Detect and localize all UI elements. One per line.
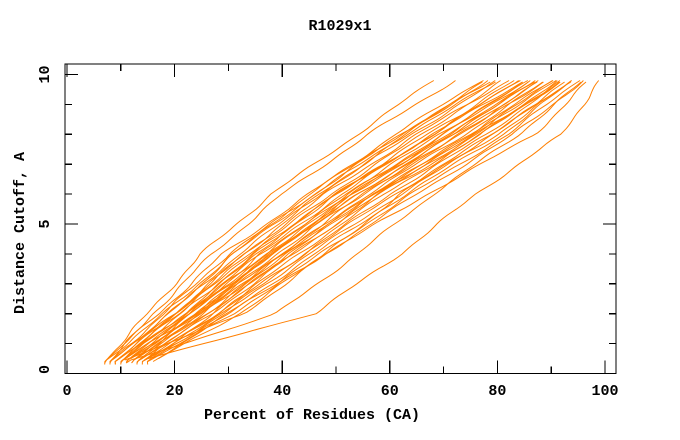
x-tick-label: 0 — [62, 383, 71, 400]
gdt-curve — [109, 80, 456, 362]
y-tick-label: 0 — [37, 365, 54, 374]
gdt-curve — [141, 80, 572, 365]
x-tick-label: 100 — [591, 383, 618, 400]
tick-labels: 0 20 40 60 80 100 0 5 10 — [37, 65, 619, 400]
curve-bundle — [104, 80, 600, 365]
gdt-curve — [139, 81, 565, 361]
gdt-curve — [147, 80, 600, 360]
gdt-curve — [116, 81, 491, 361]
x-tick-label: 60 — [381, 383, 399, 400]
gdt-curve — [144, 81, 587, 361]
gdt-curve — [104, 81, 496, 364]
gdt-curve — [133, 81, 543, 361]
gdt-curve — [131, 81, 561, 364]
gdt-curve — [120, 81, 560, 364]
x-tick-label: 80 — [488, 383, 506, 400]
gdt-curve — [138, 81, 529, 361]
gdt-curve — [125, 81, 582, 364]
y-axis-label: Distance Cutoff, A — [12, 152, 29, 314]
gdt-curve — [134, 80, 529, 359]
x-tick-label: 40 — [273, 383, 291, 400]
gdt-curve — [152, 80, 572, 362]
gdt-curve — [120, 80, 510, 365]
y-tick-label: 5 — [37, 219, 54, 228]
gdt-curve — [125, 80, 519, 362]
x-axis-label: Percent of Residues (CA) — [204, 407, 420, 424]
gdt-curve — [152, 80, 561, 360]
gdt-curve — [158, 80, 584, 360]
gdt-curve — [130, 80, 554, 360]
x-tick-label: 20 — [166, 383, 184, 400]
gdt-curve — [115, 80, 521, 362]
chart-title: R1029x1 — [308, 18, 371, 35]
gdt-curve — [104, 80, 435, 365]
plot-frame — [64, 63, 617, 375]
gdt-curve — [107, 80, 484, 359]
axis-ticks — [65, 64, 616, 375]
gdt-curve — [144, 81, 544, 361]
y-tick-label: 10 — [37, 65, 54, 83]
gdt-curve — [147, 80, 581, 362]
